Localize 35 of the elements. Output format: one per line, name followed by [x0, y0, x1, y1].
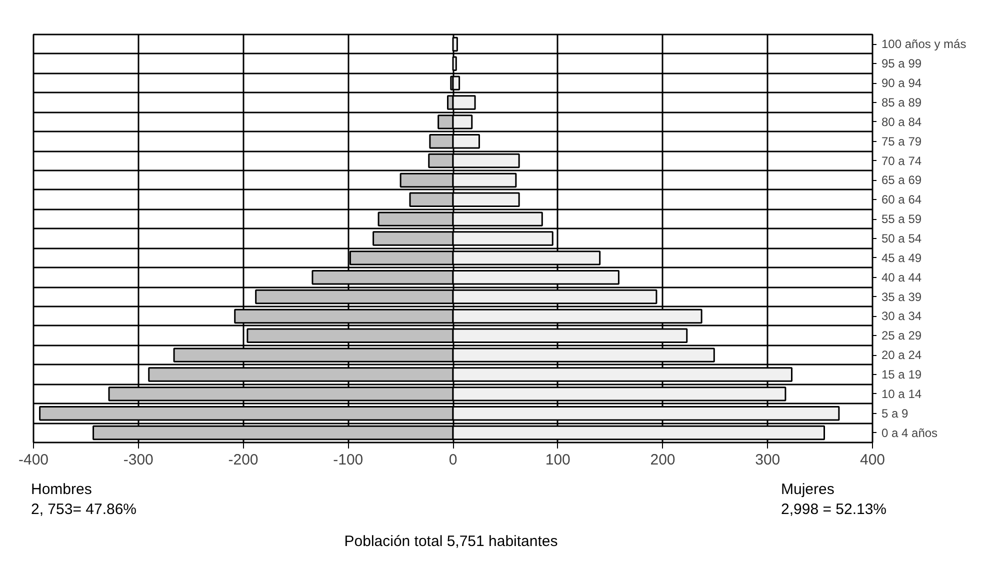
y-tick-label: 85 a 89: [882, 96, 922, 110]
y-tick-label: 45 a 49: [882, 250, 922, 265]
text: Mujeres 2,998 = 52.13%: [781, 480, 887, 520]
y-tick-label: 95 a 99: [882, 56, 922, 71]
y-tick-label: 15 a 19: [882, 368, 922, 382]
x-tick-label: 300: [755, 452, 780, 468]
x-tick-label: -200: [228, 452, 258, 468]
x-tick-label: 0: [448, 452, 458, 468]
y-tick-label: 25 a 29: [882, 328, 922, 343]
y-tick-label: 70 a 74: [882, 154, 922, 168]
x-tick-label: -100: [333, 452, 364, 468]
x-tick-label: -400: [18, 452, 49, 468]
y-tick-label: 75 a 79: [882, 134, 922, 148]
y-tick-label: 55 a 59: [882, 212, 922, 226]
y-tick-label: 30 a 34: [882, 309, 922, 324]
x-tick-label: -300: [123, 452, 154, 468]
text: Hombres 2, 753= 47.86%: [31, 480, 137, 520]
y-tick-label: 40 a 44: [882, 270, 922, 284]
x-tick-label: 100: [545, 452, 570, 468]
y-tick-label: 20 a 24: [882, 348, 922, 362]
y-tick-label: 65 a 69: [882, 173, 922, 188]
y-tick-label: 35 a 39: [882, 290, 922, 304]
y-tick-label: 100 años y más: [882, 37, 966, 52]
y-tick-label: 10 a 14: [882, 386, 922, 401]
y-tick-label: 0 a 4 años: [882, 426, 938, 440]
y-tick-label: 5 a 9: [882, 406, 909, 420]
y-tick-label: 90 a 94: [882, 76, 922, 90]
y-tick-label: 60 a 64: [882, 192, 922, 207]
bar: [452, 76, 460, 90]
text: Población total 5,751 habitantes: [343, 532, 559, 552]
x-tick-label: 200: [650, 452, 676, 468]
y-tick-label: 50 a 54: [882, 232, 922, 246]
y-tick-label: 80 a 84: [882, 114, 922, 129]
x-tick-label: 400: [860, 452, 886, 468]
bar: [452, 56, 457, 71]
